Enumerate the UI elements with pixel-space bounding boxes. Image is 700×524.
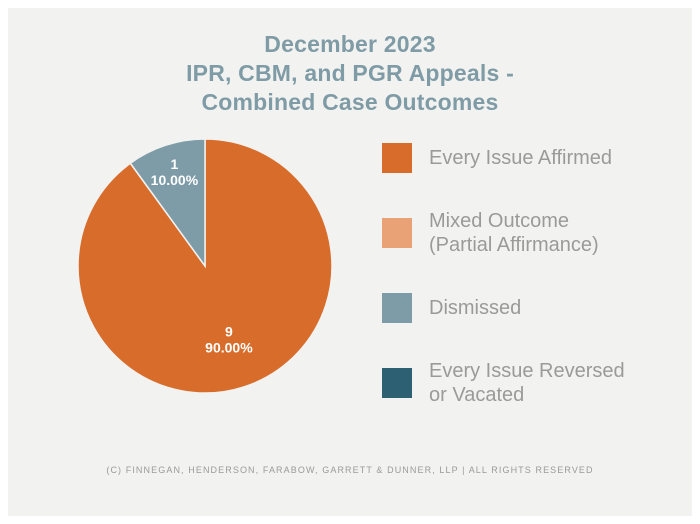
pie-slice-label: 1 10.00%: [151, 156, 199, 188]
pie-slice-label: 9 90.00%: [205, 324, 253, 356]
pie-chart: 9 90.00% 1 10.00%: [77, 138, 333, 394]
legend-item-mixed-outcome: Mixed Outcome (Partial Affirmance): [382, 210, 625, 256]
legend-swatch-mixed-outcome: [382, 218, 412, 248]
page-title-line-3: Combined Case Outcomes: [201, 89, 499, 115]
footer-copyright: (C) FINNEGAN, HENDERSON, FARABOW, GARRET…: [106, 465, 594, 475]
legend-swatch-dismissed: [382, 293, 412, 323]
legend-label: Every Issue Affirmed: [429, 147, 613, 169]
pie-slice-dismissed: [129, 138, 206, 269]
page-title-line-2: IPR, CBM, and PGR Appeals -: [186, 60, 514, 86]
legend: Every Issue Affirmed Mixed Outcome (Part…: [382, 143, 625, 443]
legend-item-every-issue-reversed-or-vacated: Every Issue Reversed or Vacated: [382, 360, 625, 406]
legend-swatch-every-issue-affirmed: [382, 143, 412, 173]
legend-swatch-every-issue-reversed-or-vacated: [382, 368, 412, 398]
legend-item-dismissed: Dismissed: [382, 293, 625, 323]
legend-label: Mixed Outcome (Partial Affirmance): [429, 210, 599, 256]
legend-item-every-issue-affirmed: Every Issue Affirmed: [382, 143, 625, 173]
legend-label: Every Issue Reversed or Vacated: [429, 360, 625, 406]
page-title: December 2023 IPR, CBM, and PGR Appeals …: [0, 30, 700, 117]
page-title-line-1: December 2023: [264, 31, 436, 57]
legend-label: Dismissed: [429, 297, 522, 319]
